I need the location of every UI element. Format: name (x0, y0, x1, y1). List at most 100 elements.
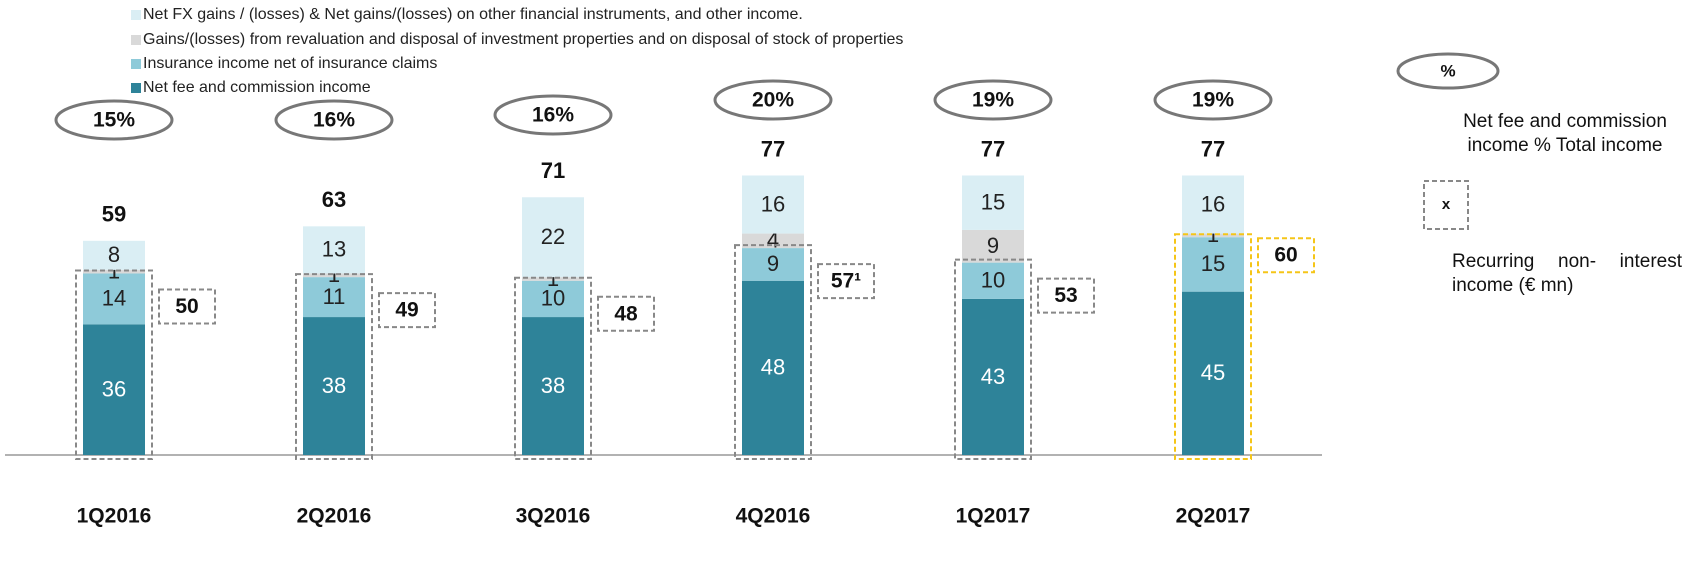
total-label: 63 (322, 187, 346, 212)
category-label: 4Q2016 (736, 505, 811, 528)
total-label: 59 (102, 202, 126, 227)
bar-segment (522, 280, 584, 318)
recurring-frame (954, 258, 1032, 460)
recurring-label: 57¹ (831, 270, 861, 293)
share-oval (1153, 79, 1273, 121)
share-key-oval (1396, 52, 1500, 90)
share-oval (933, 79, 1053, 121)
share-label: 19% (972, 89, 1014, 112)
category-label: 3Q2016 (516, 505, 591, 528)
recurring-box (378, 292, 436, 329)
legend-label: Net fee and commission income (143, 79, 371, 96)
recurring-box (1037, 277, 1095, 314)
share-oval (713, 79, 833, 121)
segment-label: 36 (102, 376, 126, 401)
legend-swatch (131, 35, 141, 45)
segment-label: 22 (541, 224, 565, 249)
legend-swatch (131, 83, 141, 93)
bar-segment (83, 324, 145, 455)
segment-label: 38 (541, 373, 565, 398)
category-label: 1Q2016 (77, 505, 152, 528)
segment-label: 9 (987, 233, 999, 258)
bar-segment (83, 269, 145, 274)
share-label: 16% (532, 104, 574, 127)
bar-segment (303, 317, 365, 455)
segment-label: 45 (1201, 360, 1225, 385)
bar-segment (742, 233, 804, 249)
share-key-symbol: % (1440, 61, 1455, 80)
recurring-label: 50 (175, 295, 198, 318)
legend-label: Insurance income net of insurance claims (143, 55, 437, 72)
segment-label: 16 (761, 191, 785, 216)
bar-segment (1182, 175, 1244, 234)
total-label: 77 (1201, 136, 1225, 161)
legend-label: Gains/(losses) from revaluation and disp… (143, 31, 903, 48)
bar-segment (83, 240, 145, 270)
segment-label: 43 (981, 364, 1005, 389)
share-oval (493, 94, 613, 136)
total-label: 71 (541, 158, 565, 183)
share-label: 15% (93, 109, 135, 132)
segment-label: 8 (108, 242, 120, 267)
share-oval (54, 99, 174, 141)
segment-label: 14 (102, 286, 126, 311)
recurring-label: 53 (1054, 284, 1077, 307)
bar-segment (962, 298, 1024, 455)
share-oval (274, 99, 394, 141)
recurring-box (817, 263, 875, 300)
recurring-legend-text: Recurring non- interest income (€ mn) (1452, 251, 1682, 296)
segment-label: 13 (322, 237, 346, 262)
legend-swatch (131, 10, 141, 20)
bar-segment (303, 277, 365, 318)
bar-segment (962, 262, 1024, 299)
bar-segment (522, 197, 584, 278)
segment-label: 15 (981, 190, 1005, 215)
bar-segment (742, 280, 804, 455)
segment-label: 4 (767, 228, 779, 253)
recurring-frame (734, 244, 812, 460)
bar-segment (1182, 237, 1244, 292)
segment-label: 48 (761, 355, 785, 380)
recurring-frame (75, 269, 153, 460)
bar-segment (522, 277, 584, 281)
bar-segment (742, 248, 804, 281)
bar-segment (1182, 233, 1244, 238)
recurring-label: 49 (395, 299, 418, 322)
share-label: 19% (1192, 89, 1234, 112)
segment-label: 38 (322, 373, 346, 398)
bar-segment (303, 273, 365, 278)
share-label: 16% (313, 109, 355, 132)
segment-label: 10 (541, 286, 565, 311)
total-label: 77 (981, 136, 1005, 161)
bar-segment (303, 226, 365, 274)
category-label: 1Q2017 (956, 505, 1031, 528)
bar-segment (1182, 291, 1244, 455)
segment-label: 16 (1201, 191, 1225, 216)
recurring-frame (295, 273, 373, 460)
recurring-label: 60 (1274, 244, 1297, 267)
recurring-box (1257, 237, 1315, 274)
segment-label: 9 (767, 251, 779, 276)
category-label: 2Q2016 (297, 505, 372, 528)
recurring-box (597, 295, 655, 332)
segment-label: 11 (323, 284, 346, 309)
recurring-box (158, 288, 216, 325)
bar-segment (522, 317, 584, 455)
total-label: 77 (761, 136, 785, 161)
recurring-label: 48 (614, 302, 638, 325)
segment-label: 15 (1201, 251, 1225, 276)
share-legend-text: Net fee and commission income % Total in… (1463, 111, 1667, 156)
bar-segment (962, 229, 1024, 263)
category-label: 2Q2017 (1176, 505, 1251, 528)
bar-segment (83, 273, 145, 325)
recurring-key-box (1423, 180, 1469, 230)
share-label: 20% (752, 89, 794, 112)
recurring-frame (1174, 233, 1252, 460)
bar-segment (962, 175, 1024, 230)
bar-segment (742, 175, 804, 234)
legend-label: Net FX gains / (losses) & Net gains/(los… (143, 6, 803, 23)
segment-label: 10 (981, 268, 1005, 293)
legend-swatch (131, 59, 141, 69)
